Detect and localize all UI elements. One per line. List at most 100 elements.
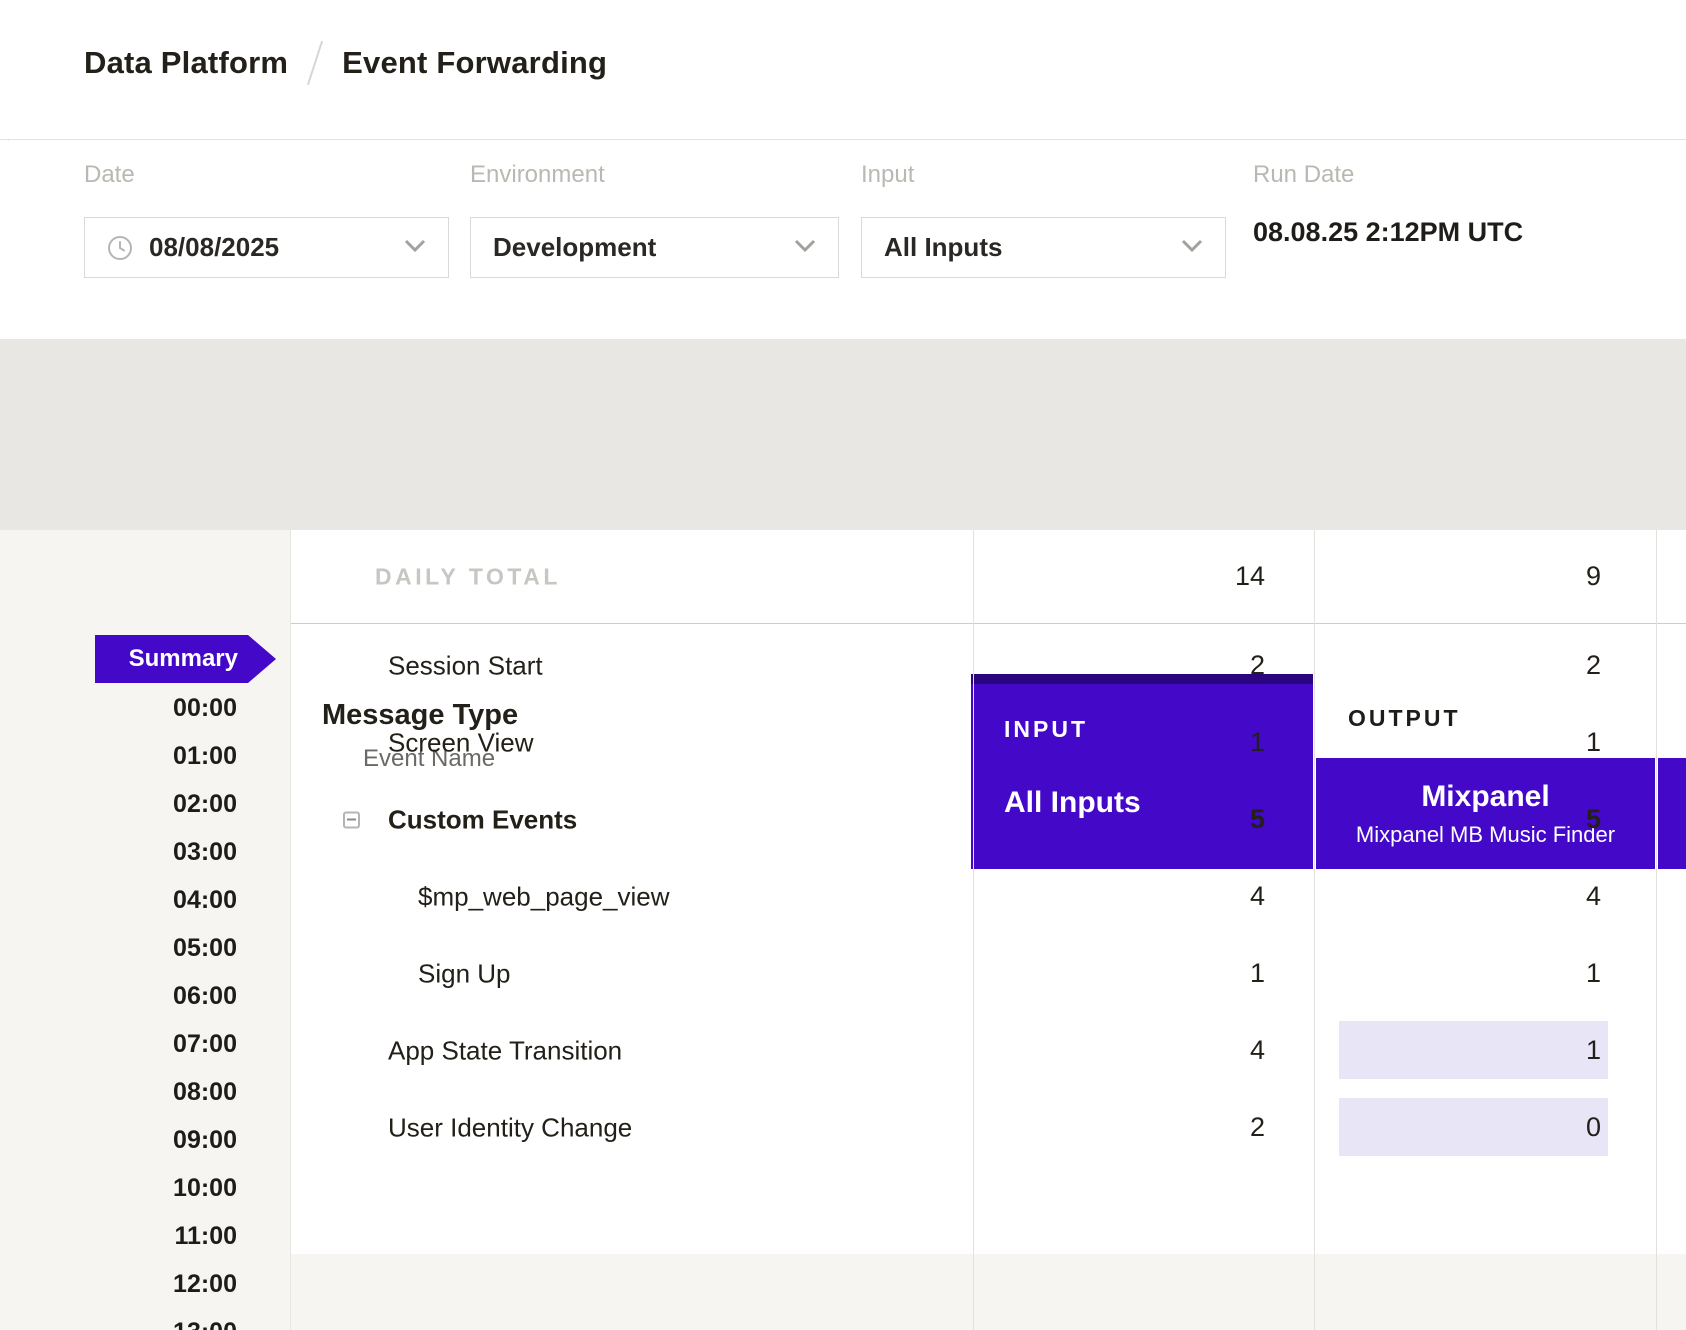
row-output-cell-highlighted: 0 xyxy=(1316,1089,1652,1166)
hour-label[interactable]: 09:00 xyxy=(0,1116,237,1164)
row-input-value: 1 xyxy=(1250,958,1265,989)
input-filter-label: Input xyxy=(861,161,1226,189)
row-input-cell: 1 xyxy=(973,704,1313,781)
breadcrumb-separator xyxy=(307,41,323,85)
chevron-down-icon xyxy=(1181,239,1203,257)
summary-label: Summary xyxy=(95,635,248,683)
environment-filter-label: Environment xyxy=(470,161,839,189)
event-forwarding-page: Data Platform Event Forwarding Date 08/0… xyxy=(0,0,1686,1330)
environment-select[interactable]: Development xyxy=(470,217,839,278)
hour-label[interactable]: 05:00 xyxy=(0,924,237,972)
chevron-down-icon xyxy=(794,239,816,257)
body-column-divider xyxy=(1656,530,1657,1330)
breadcrumb-section[interactable]: Data Platform xyxy=(84,45,288,81)
input-select-value: All Inputs xyxy=(884,232,1002,263)
row-label: App State Transition xyxy=(388,1035,622,1066)
hour-list: 00:00 01:00 02:00 03:00 04:00 05:00 06:0… xyxy=(0,684,237,1330)
hour-label[interactable]: 06:00 xyxy=(0,972,237,1020)
hour-label[interactable]: 12:00 xyxy=(0,1260,237,1308)
row-label: Sign Up xyxy=(418,958,511,989)
hour-label[interactable]: 02:00 xyxy=(0,780,237,828)
date-select-value: 08/08/2025 xyxy=(149,232,279,263)
table-row: Screen View 1 1 xyxy=(290,704,1686,781)
date-filter-label: Date xyxy=(84,161,449,189)
daily-total-output-cell: 9 xyxy=(1316,530,1652,623)
run-date-value: 08.08.25 2:12PM UTC xyxy=(1253,217,1523,248)
row-label: User Identity Change xyxy=(388,1112,632,1143)
hour-label[interactable]: 07:00 xyxy=(0,1020,237,1068)
body-column-divider xyxy=(1314,530,1315,1330)
table-row-custom-events: Custom Events 5 5 xyxy=(290,781,1686,858)
row-label: Custom Events xyxy=(388,804,577,835)
summary-row-badge[interactable]: Summary xyxy=(95,635,248,683)
environment-filter: Environment Development xyxy=(470,161,839,278)
hour-label[interactable]: 08:00 xyxy=(0,1068,237,1116)
row-input-value: 2 xyxy=(1250,1112,1265,1143)
row-output-cell: 4 xyxy=(1316,858,1652,935)
date-select[interactable]: 08/08/2025 xyxy=(84,217,449,278)
row-output-value: 5 xyxy=(1586,804,1601,835)
daily-total-row: DAILY TOTAL 14 9 xyxy=(290,530,1686,623)
row-input-value: 5 xyxy=(1250,804,1265,835)
body-column-divider xyxy=(973,530,974,1330)
breadcrumb-bar: Data Platform Event Forwarding xyxy=(0,0,1686,140)
hour-label[interactable]: 00:00 xyxy=(0,684,237,732)
row-input-value: 4 xyxy=(1250,1035,1265,1066)
row-label: $mp_web_page_view xyxy=(418,881,670,912)
row-input-cell: 2 xyxy=(973,627,1313,704)
daily-total-input-cell: 14 xyxy=(973,530,1313,623)
hour-label[interactable]: 03:00 xyxy=(0,828,237,876)
filter-bar: Date 08/08/2025 Environment Development xyxy=(0,141,1686,339)
row-output-cell-highlighted: 1 xyxy=(1316,1012,1652,1089)
hour-label[interactable]: 10:00 xyxy=(0,1164,237,1212)
row-output-cell: 2 xyxy=(1316,627,1652,704)
environment-select-value: Development xyxy=(493,232,656,263)
hour-label[interactable]: 01:00 xyxy=(0,732,237,780)
collapse-icon[interactable] xyxy=(343,811,360,828)
row-label: Screen View xyxy=(388,727,534,758)
table-row: App State Transition 4 1 xyxy=(290,1012,1686,1089)
table-header: Day/Hour (UTC) Message Type Event Name I… xyxy=(0,339,1686,530)
body-column-divider xyxy=(290,530,291,1330)
row-output-cell: 1 xyxy=(1316,704,1652,781)
row-label: Session Start xyxy=(388,650,543,681)
table-row: $mp_web_page_view 4 4 xyxy=(290,858,1686,935)
row-input-cell: 4 xyxy=(973,1012,1313,1089)
daily-total-label: DAILY TOTAL xyxy=(375,563,561,590)
output-highlight xyxy=(1339,1098,1608,1156)
hour-label[interactable]: 11:00 xyxy=(0,1212,237,1260)
row-input-cell: 1 xyxy=(973,935,1313,1012)
page-title: Event Forwarding xyxy=(342,45,607,81)
daily-total-input-value: 14 xyxy=(1235,561,1265,592)
input-filter: Input All Inputs xyxy=(861,161,1226,278)
row-input-value: 2 xyxy=(1250,650,1265,681)
row-input-cell: 5 xyxy=(973,781,1313,858)
table-row: User Identity Change 2 0 xyxy=(290,1089,1686,1166)
table-row: Session Start 2 2 xyxy=(290,627,1686,704)
row-input-cell: 2 xyxy=(973,1089,1313,1166)
row-output-value: 1 xyxy=(1586,1035,1601,1066)
row-output-value: 1 xyxy=(1586,727,1601,758)
run-date: Run Date 08.08.25 2:12PM UTC xyxy=(1253,161,1523,248)
breadcrumb: Data Platform Event Forwarding xyxy=(84,40,607,86)
row-output-value: 1 xyxy=(1586,958,1601,989)
row-output-cell: 5 xyxy=(1316,781,1652,858)
row-output-value: 2 xyxy=(1586,650,1601,681)
input-select[interactable]: All Inputs xyxy=(861,217,1226,278)
row-input-value: 4 xyxy=(1250,881,1265,912)
daily-total-divider xyxy=(290,623,1686,624)
daily-total-output-value: 9 xyxy=(1586,561,1601,592)
row-output-cell: 1 xyxy=(1316,935,1652,1012)
hour-label[interactable]: 13:00 xyxy=(0,1308,237,1330)
row-input-cell: 4 xyxy=(973,858,1313,935)
output-highlight xyxy=(1339,1021,1608,1079)
date-filter: Date 08/08/2025 xyxy=(84,161,449,278)
row-input-value: 1 xyxy=(1250,727,1265,758)
row-output-value: 4 xyxy=(1586,881,1601,912)
clock-icon xyxy=(107,235,133,261)
hour-label[interactable]: 04:00 xyxy=(0,876,237,924)
row-output-value: 0 xyxy=(1586,1112,1601,1143)
table-row: Sign Up 1 1 xyxy=(290,935,1686,1012)
chevron-down-icon xyxy=(404,239,426,257)
run-date-label: Run Date xyxy=(1253,161,1523,189)
